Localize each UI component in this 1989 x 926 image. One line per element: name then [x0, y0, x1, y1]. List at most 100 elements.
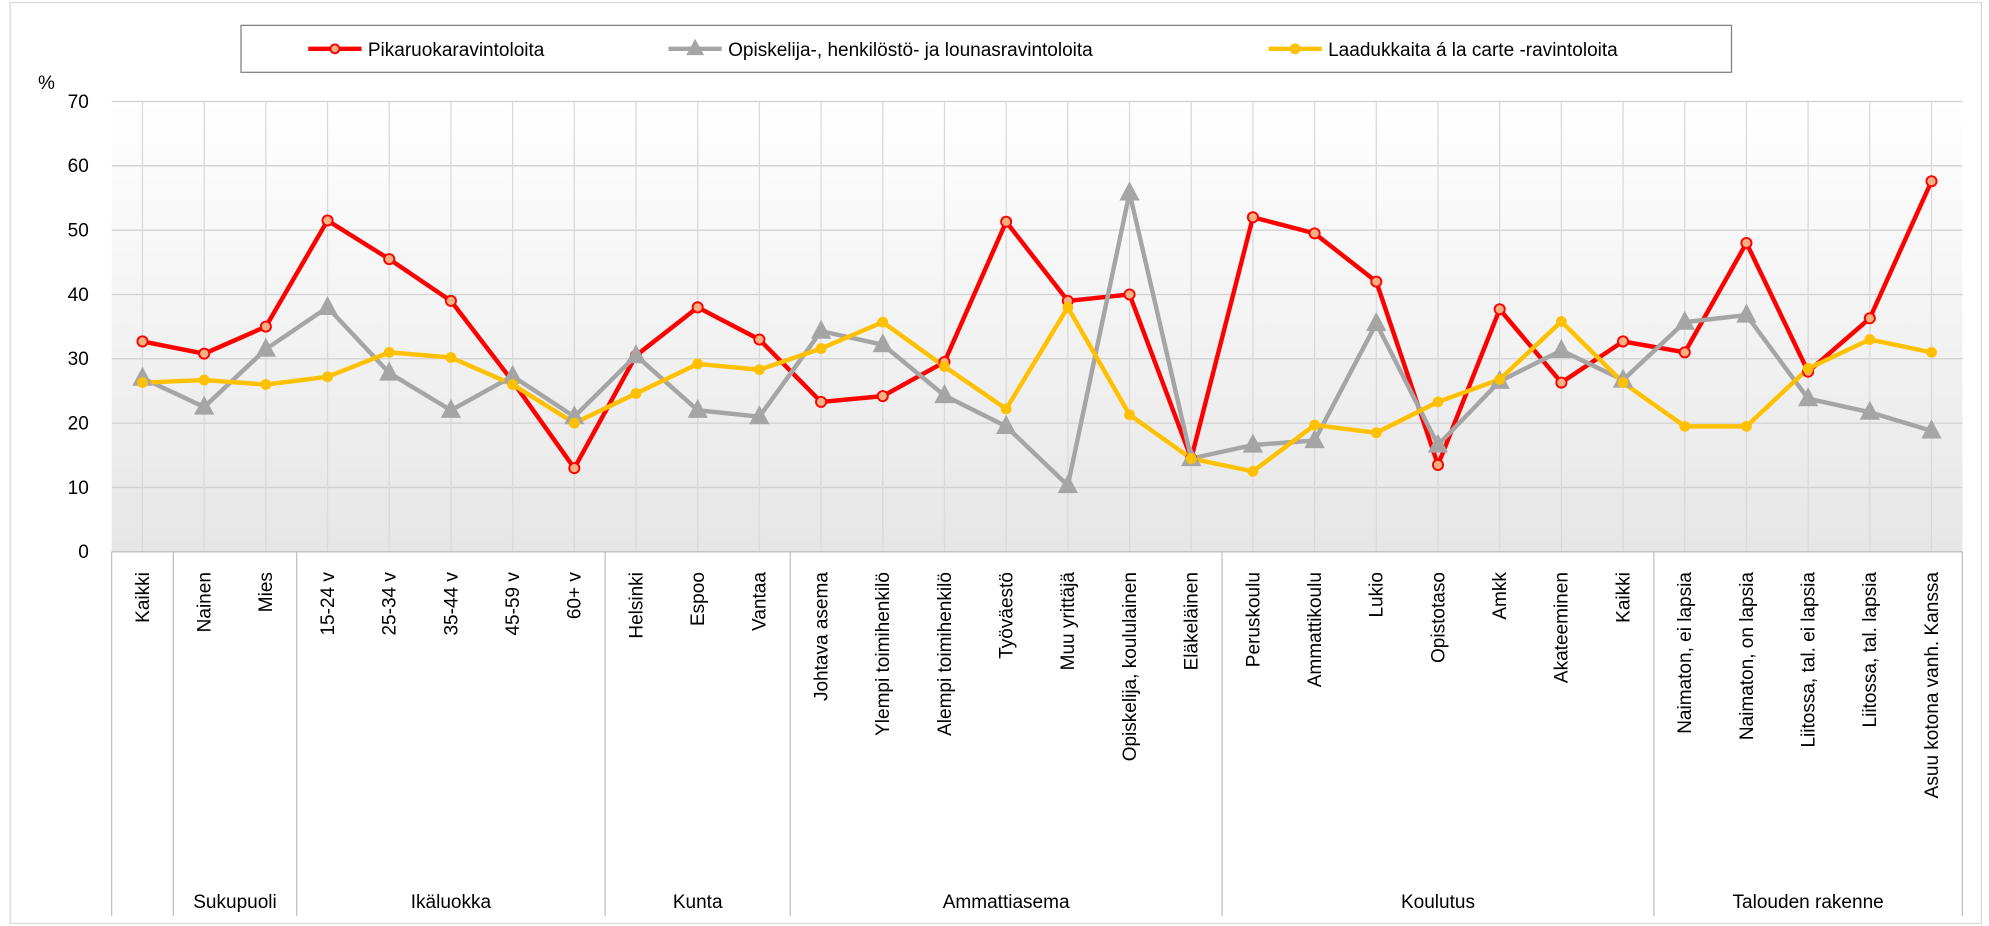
data-point: [1185, 453, 1197, 464]
data-point: [1555, 316, 1567, 327]
plot-area: [111, 101, 1963, 552]
data-point: [1741, 420, 1752, 432]
data-point: [996, 414, 1017, 434]
legend-label: Pikaruokaravintoloita: [368, 40, 545, 61]
data-point: [1057, 474, 1078, 494]
x-tick-label: Liitossa, tal. ei lapsia: [1798, 572, 1819, 748]
data-point: [1736, 303, 1757, 323]
data-point: [1366, 312, 1387, 332]
data-point: [815, 343, 827, 354]
x-tick-label: Ylempi toimihenkilö: [873, 572, 894, 736]
x-tick-label: Amkk: [1490, 572, 1511, 620]
data-point: [1427, 433, 1449, 453]
data-point: [1493, 303, 1506, 316]
data-point: [260, 379, 272, 390]
data-point: [939, 361, 950, 372]
data-point: [625, 344, 647, 364]
data-point: [1864, 334, 1876, 345]
data-point: [444, 294, 457, 307]
data-point: [1740, 236, 1753, 250]
x-tick-label: Akateeminen: [1552, 572, 1573, 683]
series-line: [141, 190, 1933, 488]
data-point: [877, 316, 889, 328]
data-point: [1926, 346, 1937, 358]
data-point: [1308, 227, 1321, 240]
x-tick-label: 15-24 v: [318, 572, 339, 636]
legend: Pikaruokaravintoloita Opiskelija-, henkil…: [240, 24, 1733, 73]
data-point: [1863, 312, 1876, 325]
data-point: [630, 388, 642, 399]
data-point: [440, 398, 462, 418]
data-point: [1247, 465, 1259, 477]
data-point: [1309, 419, 1320, 431]
x-tick-label: Liitossa, tal. lapsia: [1860, 572, 1881, 728]
data-point: [876, 390, 889, 403]
data-point: [1123, 288, 1136, 301]
group-label: Sukupuoli: [193, 892, 277, 913]
x-tick-label: Kaikki: [1613, 572, 1634, 623]
data-point: [1797, 387, 1819, 407]
data-point: [1921, 419, 1942, 439]
data-point: [872, 333, 893, 353]
group-label: Ikäluokka: [411, 892, 492, 913]
y-tick-label: 20: [68, 413, 89, 434]
data-point: [1124, 409, 1135, 421]
x-tick-label: Asuu kotona vanh. Kanssa: [1922, 572, 1943, 799]
data-point: [194, 395, 215, 415]
legend-frame: [240, 24, 1733, 73]
data-point: [255, 337, 277, 357]
data-point: [383, 346, 395, 358]
data-point: [1617, 377, 1629, 388]
y-axis-label: %: [38, 73, 55, 94]
data-point: [1617, 335, 1630, 348]
data-point: [1679, 420, 1691, 432]
data-point: [1431, 458, 1445, 471]
data-point: [568, 462, 581, 475]
data-point: [1555, 376, 1568, 389]
data-point: [1242, 433, 1264, 453]
legend-marker: [1289, 43, 1301, 55]
x-tick-label: Mies: [256, 572, 277, 612]
x-tick-label: Naimaton, on lapsia: [1737, 572, 1758, 740]
data-point: [687, 398, 708, 418]
x-tick-label: Nainen: [195, 572, 216, 632]
group-label: Kunta: [673, 892, 723, 913]
x-tick-label: Opiskelija, koululainen: [1120, 572, 1141, 761]
series-line: [142, 180, 1934, 471]
data-point: [1432, 396, 1444, 408]
legend-label: Opiskelija-, henkilöstö- ja lounasravint…: [728, 40, 1093, 61]
data-point: [383, 253, 396, 266]
data-point: [1494, 373, 1506, 385]
x-tick-label: Helsinki: [626, 572, 647, 639]
data-point: [564, 405, 585, 425]
data-point: [1551, 339, 1572, 359]
data-point: [691, 301, 704, 314]
x-tick-label: Työväestö: [996, 572, 1017, 659]
data-point: [1678, 346, 1691, 359]
data-point: [259, 320, 272, 333]
data-point: [507, 379, 519, 390]
data-point: [1062, 301, 1074, 313]
x-tick-label: 25-34 v: [380, 572, 401, 636]
x-tick-label: Eläkeläinen: [1182, 572, 1203, 670]
legend-marker: [686, 38, 705, 56]
data-point: [934, 384, 955, 404]
data-point: [317, 295, 338, 315]
y-tick-label: 60: [68, 156, 89, 177]
data-point: [1859, 400, 1880, 420]
data-point: [1119, 181, 1140, 201]
group-label: Koulutus: [1401, 892, 1475, 913]
data-point: [815, 395, 828, 408]
y-tick-label: 50: [68, 220, 89, 241]
x-tick-label: 60+ v: [565, 572, 586, 620]
data-point: [1304, 429, 1325, 449]
data-point: [136, 335, 149, 348]
x-tick-label: Muu yrittäjä: [1058, 572, 1079, 671]
data-point: [1925, 175, 1938, 188]
legend-label: Laadukkaita á la carte -ravintoloita: [1328, 40, 1618, 61]
data-point: [198, 347, 211, 360]
x-tick-label: Ammattikoulu: [1305, 572, 1326, 687]
data-point: [1246, 211, 1259, 224]
x-tick-label: Alempi toimihenkilö: [935, 572, 956, 736]
